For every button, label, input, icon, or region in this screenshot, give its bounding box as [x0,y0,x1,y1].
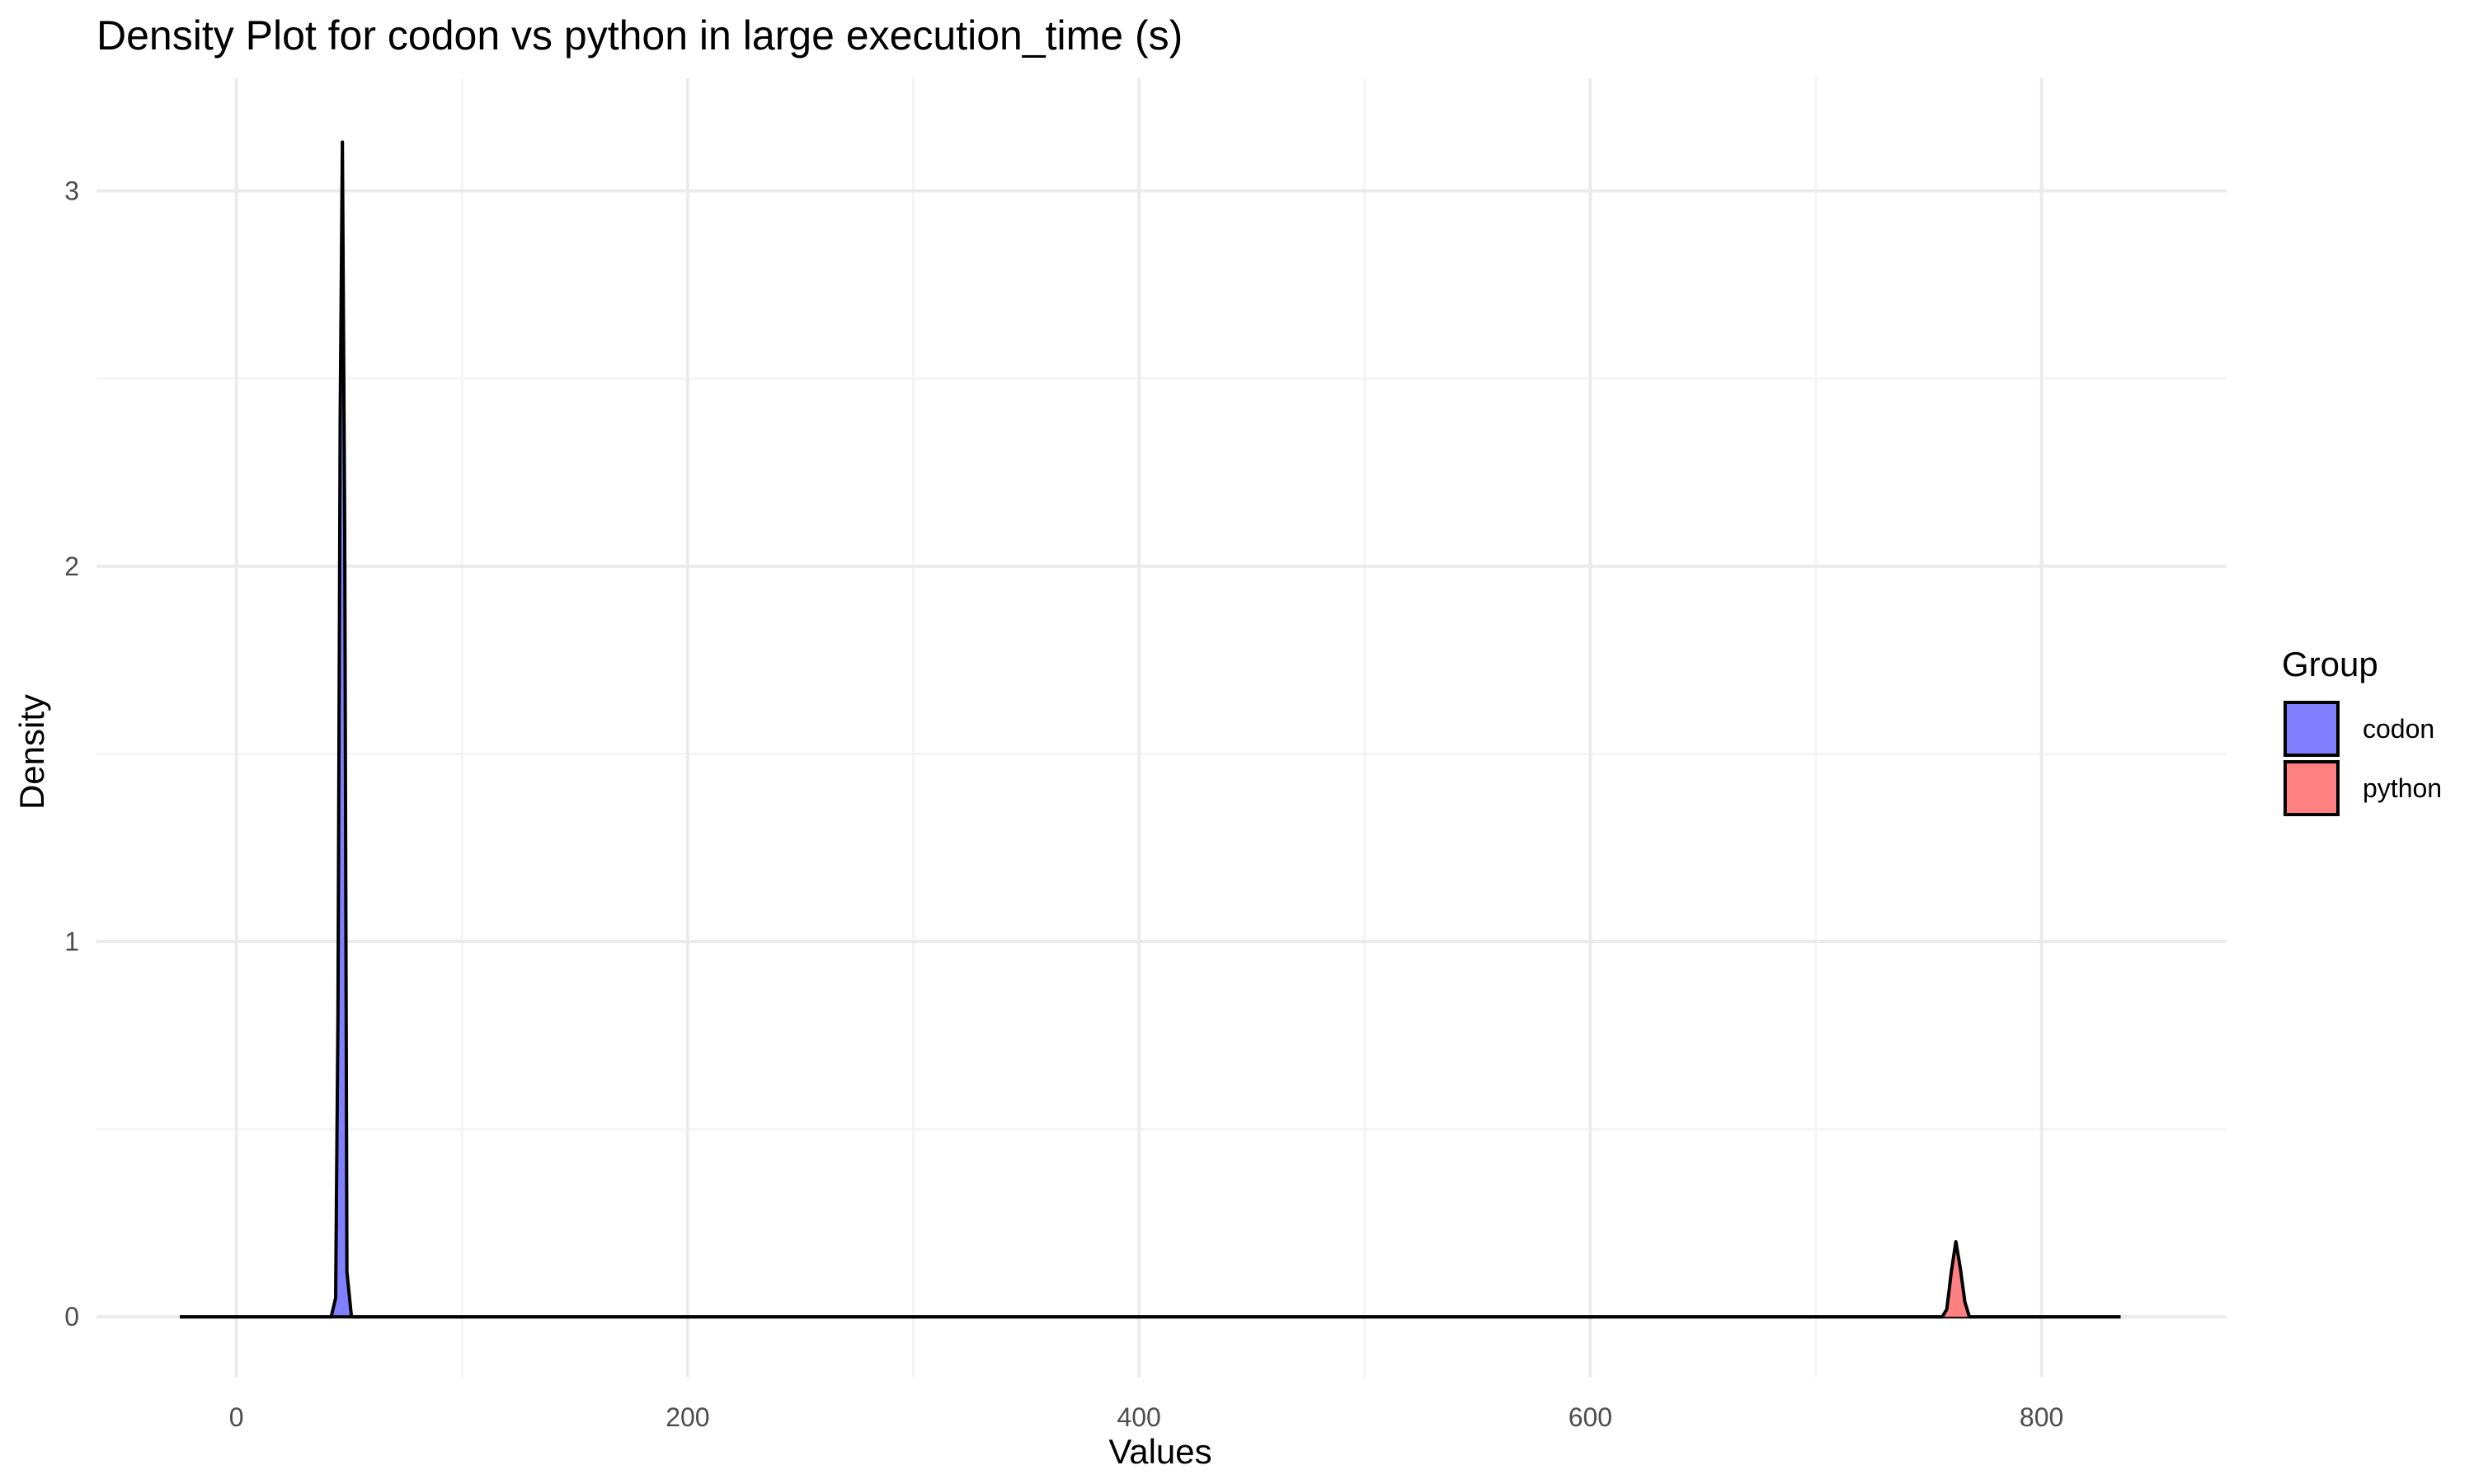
density-line-python [180,1240,2121,1319]
density-area-codon [180,142,2121,1317]
y-axis-ticks: 0 1 2 3 [64,176,79,1332]
y-tick-label: 1 [64,927,79,956]
x-tick-label: 400 [1117,1402,1160,1432]
y-tick-label: 3 [64,176,79,206]
density-line-codon [180,140,2121,1319]
legend-label-codon: codon [2363,714,2434,744]
legend: Group codon python [2282,645,2442,816]
legend-items: codon python [2284,701,2442,816]
legend-title: Group [2282,645,2378,683]
x-tick-label: 200 [666,1402,709,1432]
y-tick-label: 2 [64,552,79,581]
legend-key-codon [2284,701,2340,757]
chart-title: Density Plot for codon vs python in larg… [96,12,1183,59]
x-tick-label: 600 [1569,1402,1612,1432]
y-tick-label: 0 [64,1302,79,1331]
legend-key-python [2284,760,2340,816]
plot-grid [96,78,2227,1377]
x-axis-ticks: 0 200 400 600 800 [229,1402,2064,1432]
density-area-python [180,1242,2121,1317]
density-series [180,140,2121,1319]
x-tick-label: 800 [2020,1402,2063,1432]
legend-label-python: python [2363,773,2442,803]
x-axis-title: Values [1108,1432,1211,1471]
y-axis-title: Density [12,694,51,810]
x-tick-label: 0 [229,1402,244,1432]
